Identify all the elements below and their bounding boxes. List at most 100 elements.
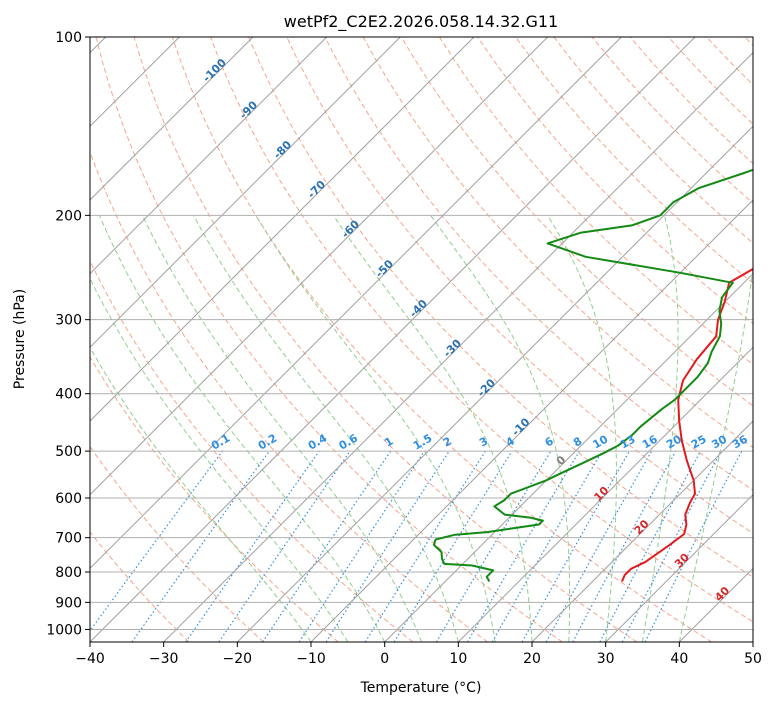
isotherm-label: 30 (672, 550, 692, 570)
y-tick-label: 600 (55, 491, 82, 507)
y-tick-label: 400 (55, 387, 82, 403)
isotherm (90, 37, 328, 275)
y-tick-label: 1000 (46, 622, 82, 638)
isotherm (678, 567, 753, 642)
mixing-ratio-line (435, 450, 552, 642)
mixing-ratio-line (521, 450, 631, 642)
x-tick-label: −20 (223, 651, 253, 667)
isotherm (457, 346, 753, 642)
mixing-ratio-line (131, 450, 270, 642)
isotherm (90, 37, 549, 496)
mixing-ratio-label: 0.4 (306, 431, 330, 452)
isotherm (310, 199, 753, 642)
dry-adiabat (438, 37, 753, 366)
x-tick-label: 0 (380, 651, 389, 667)
isotherm-label: -80 (271, 138, 294, 161)
x-axis-ticks: −40 −30 −20 −10 0 10 20 30 40 50 (75, 642, 762, 667)
moist-adiabat (193, 215, 459, 642)
moist-adiabat (332, 215, 533, 642)
moist-adiabat (255, 215, 496, 642)
isotherm-label: 10 (591, 484, 611, 504)
mixing-ratio-label: 25 (689, 433, 709, 452)
moist-adiabat (642, 215, 679, 642)
dry-adiabat (95, 37, 563, 642)
mixing-ratio-label: 1.5 (411, 432, 434, 453)
isotherm-label: -40 (407, 297, 430, 320)
x-axis-title: Temperature (°C) (360, 680, 482, 696)
moist-adiabat (90, 346, 312, 642)
mixing-ratio-line (185, 450, 320, 642)
dry-adiabat (515, 37, 753, 284)
moist-adiabat (430, 215, 571, 642)
x-tick-label: −40 (75, 651, 105, 667)
background-lines (90, 37, 753, 642)
pressure-grid (90, 37, 753, 630)
isotherm-label: -100 (200, 56, 229, 85)
isotherm-label: -50 (373, 257, 396, 280)
dry-adiabat (90, 150, 488, 642)
dry-adiabat (248, 37, 753, 578)
y-axis-title: Pressure (hPa) (12, 289, 28, 389)
mixing-ratio-line (325, 450, 450, 642)
mixing-ratio-line (218, 450, 351, 642)
dry-adiabat (324, 37, 753, 491)
dry-adiabat (400, 37, 753, 407)
mixing-ratio-line (644, 450, 743, 642)
mixing-ratio-line (262, 450, 392, 642)
chart-title: wetPf2_C2E2.2026.058.14.32.G11 (284, 12, 558, 32)
temperature-profile (621, 267, 753, 582)
y-tick-label: 300 (55, 313, 82, 329)
mixing-ratio-line (393, 450, 513, 642)
dry-adiabat (210, 37, 753, 623)
dry-adiabat (133, 37, 638, 642)
y-tick-label: 800 (55, 565, 82, 581)
x-tick-label: −10 (296, 651, 326, 667)
dry-adiabat (90, 531, 190, 642)
dry-adiabat (90, 445, 264, 642)
isotherm-label: 40 (712, 584, 732, 604)
y-axis-ticks: 100 200 300 400 500 600 700 800 900 1000 (46, 30, 90, 638)
moist-adiabat (678, 264, 753, 642)
isotherm (90, 37, 401, 349)
x-tick-label: 50 (744, 651, 762, 667)
mixing-ratio-label: 16 (640, 432, 660, 451)
dry-adiabat (668, 37, 753, 125)
mixing-ratio-line (621, 450, 722, 642)
moist-adiabat (141, 215, 422, 642)
isotherm (752, 641, 753, 642)
mixing-ratio-label: 13 (618, 433, 638, 452)
mixing-ratio-line (599, 450, 702, 642)
moist-adiabat (98, 215, 386, 642)
isotherm (90, 37, 696, 642)
isotherm (163, 51, 753, 642)
mixing-ratio-label: 0.1 (209, 432, 232, 453)
isotherm (605, 493, 753, 642)
dry-adiabat (171, 37, 712, 642)
y-tick-label: 500 (55, 444, 82, 460)
isotherm-label: -90 (237, 98, 260, 121)
y-tick-label: 900 (55, 595, 82, 611)
profiles (432, 168, 753, 582)
mixing-ratio-line (466, 450, 580, 642)
isotherm (384, 272, 753, 642)
dry-adiabat (90, 356, 339, 642)
dry-adiabat (591, 37, 753, 204)
dry-adiabat (744, 37, 753, 47)
isotherm (236, 125, 753, 642)
dewpoint-profile (432, 168, 753, 582)
mixing-ratio-line (572, 450, 677, 642)
isotherm (90, 37, 622, 570)
y-tick-label: 200 (55, 208, 82, 224)
isotherm (531, 420, 753, 642)
isotherm-label: -30 (441, 336, 464, 359)
dry-adiabat (90, 259, 414, 642)
mixing-ratio-line (298, 450, 425, 642)
isotherm (90, 37, 475, 422)
x-tick-label: 10 (449, 651, 467, 667)
mixing-ratio-label: 10 (590, 432, 610, 451)
mixing-ratio-label: 1 (382, 435, 395, 450)
plot-frame (89, 36, 754, 643)
moist-adiabat (547, 215, 617, 642)
mixing-ratio-line (90, 450, 223, 632)
